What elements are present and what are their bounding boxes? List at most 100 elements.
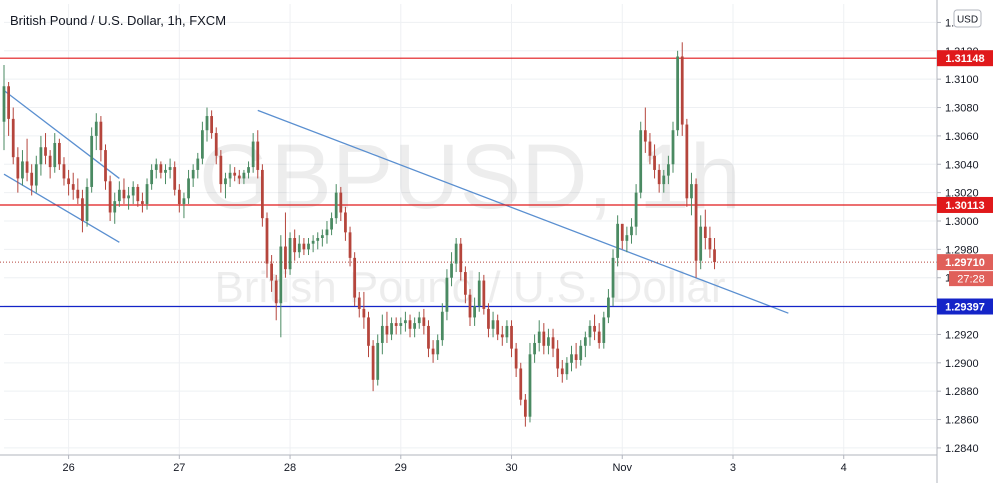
candle[interactable]: [556, 340, 560, 377]
candle[interactable]: [251, 133, 255, 173]
candle[interactable]: [477, 272, 481, 312]
candle[interactable]: [48, 150, 52, 179]
candle[interactable]: [699, 215, 703, 270]
candle[interactable]: [173, 161, 177, 196]
candle[interactable]: [168, 158, 172, 179]
candle[interactable]: [357, 291, 361, 318]
candle[interactable]: [371, 340, 375, 392]
candle[interactable]: [533, 334, 536, 363]
currency-badge[interactable]: USD: [953, 9, 982, 28]
candle[interactable]: [565, 357, 569, 380]
candle[interactable]: [228, 164, 232, 187]
candle[interactable]: [667, 155, 670, 185]
candle[interactable]: [542, 323, 546, 355]
candle[interactable]: [311, 235, 315, 253]
candle[interactable]: [685, 118, 689, 207]
candle[interactable]: [284, 212, 287, 278]
candle[interactable]: [145, 178, 149, 210]
candle[interactable]: [127, 186, 130, 210]
candle[interactable]: [30, 164, 34, 196]
candle[interactable]: [233, 167, 237, 182]
candle[interactable]: [676, 50, 680, 136]
candle[interactable]: [201, 121, 204, 165]
candle[interactable]: [537, 320, 541, 352]
candle[interactable]: [694, 178, 698, 278]
candle[interactable]: [136, 184, 140, 207]
candle[interactable]: [634, 184, 638, 236]
candle[interactable]: [574, 342, 578, 369]
candle[interactable]: [316, 232, 320, 250]
candle[interactable]: [16, 147, 20, 193]
candle[interactable]: [237, 169, 241, 185]
candle[interactable]: [320, 229, 324, 247]
candle[interactable]: [399, 317, 403, 335]
candle[interactable]: [11, 107, 15, 165]
candle[interactable]: [639, 121, 643, 199]
candle[interactable]: [210, 110, 214, 139]
candle[interactable]: [570, 345, 573, 372]
candle[interactable]: [708, 226, 712, 258]
candle[interactable]: [547, 328, 550, 355]
candle[interactable]: [583, 331, 587, 358]
candle[interactable]: [270, 255, 273, 292]
candle[interactable]: [380, 314, 384, 355]
candle[interactable]: [390, 317, 393, 341]
candle[interactable]: [339, 186, 343, 221]
candle[interactable]: [117, 181, 121, 207]
candle[interactable]: [417, 311, 421, 329]
candle[interactable]: [630, 218, 633, 244]
candle[interactable]: [620, 223, 624, 250]
candle[interactable]: [662, 169, 666, 193]
candle[interactable]: [265, 212, 269, 278]
candle[interactable]: [528, 342, 532, 423]
candle[interactable]: [7, 82, 10, 136]
candle[interactable]: [468, 289, 472, 326]
candle[interactable]: [473, 297, 476, 326]
candle[interactable]: [81, 189, 84, 233]
candle[interactable]: [496, 314, 500, 341]
candle[interactable]: [256, 130, 260, 179]
candle[interactable]: [408, 314, 412, 338]
candle[interactable]: [505, 320, 509, 343]
candle[interactable]: [44, 133, 47, 165]
candle[interactable]: [154, 158, 158, 179]
candle[interactable]: [293, 229, 297, 261]
candle[interactable]: [164, 164, 167, 185]
candle[interactable]: [440, 303, 444, 346]
trendline[interactable]: [3, 173, 120, 243]
candle[interactable]: [159, 161, 163, 179]
candle[interactable]: [94, 113, 98, 151]
candle[interactable]: [616, 215, 620, 267]
candle[interactable]: [625, 226, 629, 253]
candle[interactable]: [597, 323, 601, 349]
candle[interactable]: [177, 184, 181, 213]
candle[interactable]: [551, 328, 555, 358]
candle[interactable]: [122, 178, 126, 204]
candle[interactable]: [353, 252, 357, 307]
candle[interactable]: [39, 135, 43, 176]
candle[interactable]: [219, 150, 223, 193]
candle[interactable]: [71, 172, 75, 200]
candle[interactable]: [422, 308, 426, 335]
candle[interactable]: [62, 157, 66, 186]
candle[interactable]: [404, 311, 407, 332]
candle[interactable]: [247, 161, 250, 179]
candle[interactable]: [191, 164, 195, 187]
candle[interactable]: [288, 232, 292, 275]
candle[interactable]: [297, 235, 301, 258]
candle[interactable]: [21, 150, 24, 186]
candle[interactable]: [431, 340, 435, 363]
current-price-label[interactable]: 1.29710: [937, 254, 993, 271]
candle[interactable]: [690, 172, 693, 216]
candle[interactable]: [703, 209, 707, 250]
candle[interactable]: [67, 169, 70, 196]
candle[interactable]: [90, 127, 94, 193]
trendline[interactable]: [3, 89, 120, 179]
candle[interactable]: [57, 138, 61, 170]
candle[interactable]: [348, 226, 352, 267]
candle[interactable]: [491, 311, 495, 338]
candle[interactable]: [602, 311, 606, 349]
candle[interactable]: [260, 164, 264, 227]
candle[interactable]: [454, 238, 458, 273]
